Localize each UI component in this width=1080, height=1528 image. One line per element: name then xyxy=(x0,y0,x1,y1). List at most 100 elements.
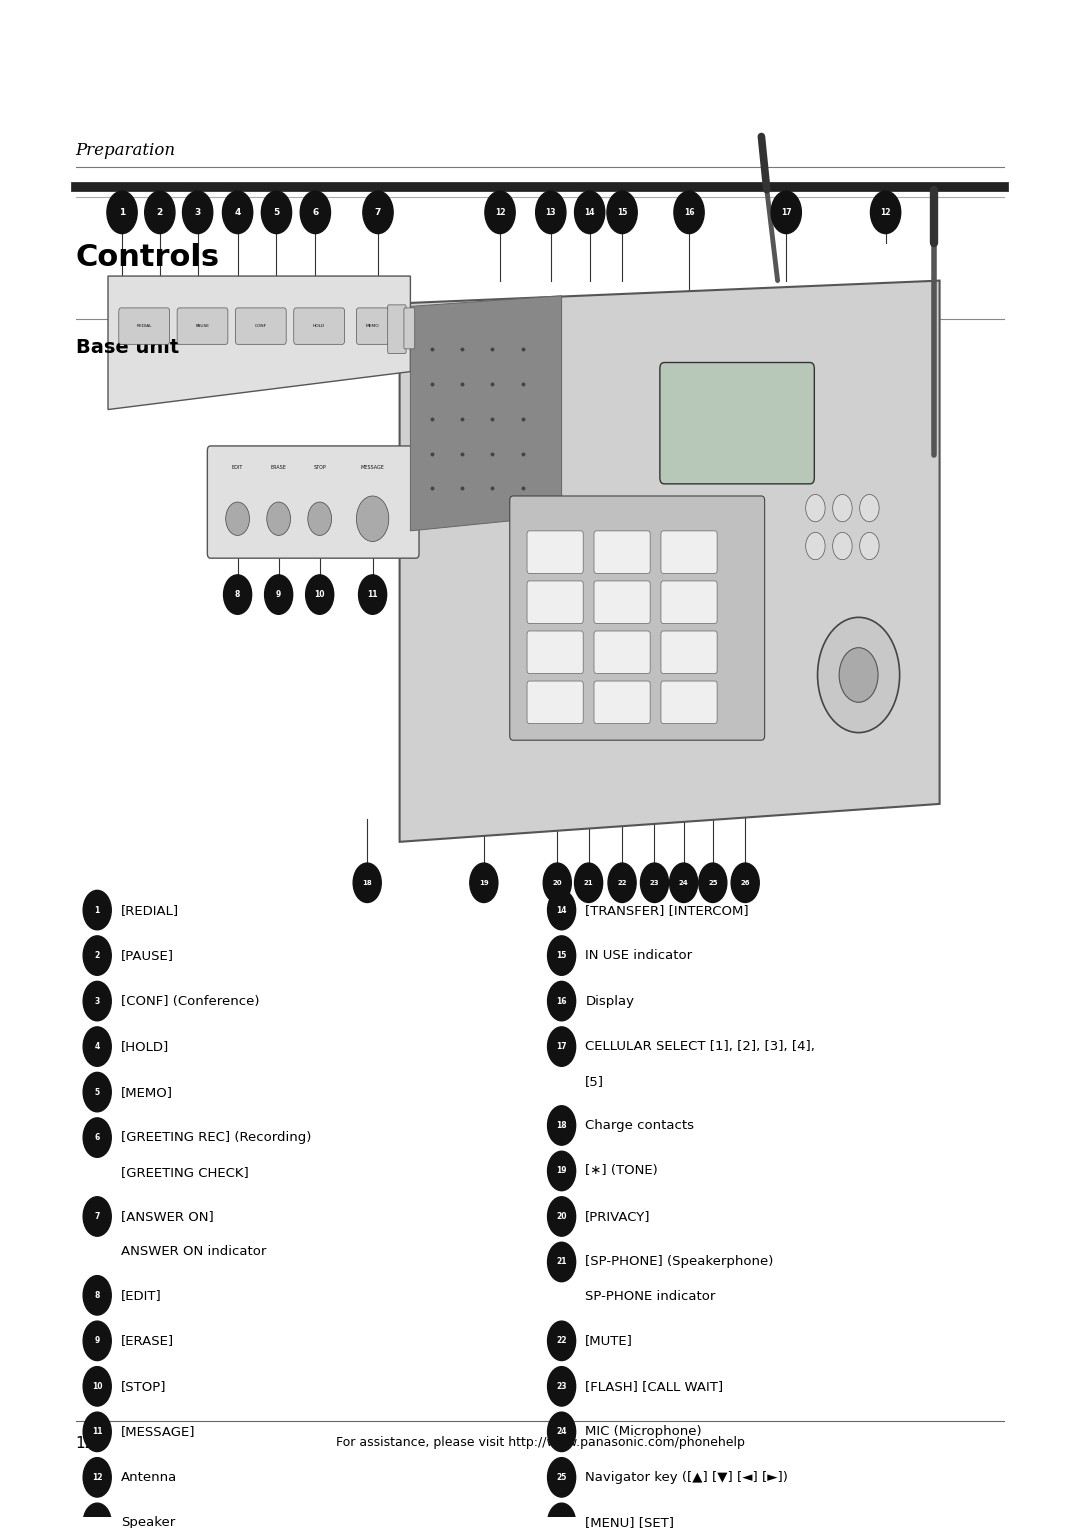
Text: 5: 5 xyxy=(273,208,280,217)
Circle shape xyxy=(83,935,111,975)
Circle shape xyxy=(306,575,334,614)
Circle shape xyxy=(145,191,175,234)
Text: 23: 23 xyxy=(650,880,659,886)
Text: [5]: [5] xyxy=(585,1076,605,1088)
FancyBboxPatch shape xyxy=(177,309,228,344)
Text: 2: 2 xyxy=(157,208,163,217)
Text: [GREETING CHECK]: [GREETING CHECK] xyxy=(121,1166,248,1180)
Text: 14: 14 xyxy=(556,906,567,915)
Text: 1: 1 xyxy=(95,906,99,915)
Circle shape xyxy=(83,891,111,931)
Circle shape xyxy=(536,191,566,234)
Text: ERASE: ERASE xyxy=(271,465,286,469)
Circle shape xyxy=(548,981,576,1021)
FancyBboxPatch shape xyxy=(356,309,389,344)
Text: 24: 24 xyxy=(678,880,689,886)
Text: 20: 20 xyxy=(553,880,562,886)
Text: 25: 25 xyxy=(556,1473,567,1482)
Text: [TRANSFER] [INTERCOM]: [TRANSFER] [INTERCOM] xyxy=(585,903,750,917)
Text: 10: 10 xyxy=(92,1381,103,1390)
Circle shape xyxy=(543,863,571,903)
Circle shape xyxy=(806,495,825,521)
Circle shape xyxy=(83,1073,111,1112)
Circle shape xyxy=(806,532,825,559)
Text: STOP: STOP xyxy=(313,465,326,469)
Text: 19: 19 xyxy=(478,880,489,886)
Text: 9: 9 xyxy=(276,590,281,599)
Circle shape xyxy=(818,617,900,732)
Text: 12: 12 xyxy=(92,1473,103,1482)
Text: [CONF] (Conference): [CONF] (Conference) xyxy=(121,995,259,1007)
Text: Charge contacts: Charge contacts xyxy=(585,1118,694,1132)
Text: [GREETING REC] (Recording): [GREETING REC] (Recording) xyxy=(121,1131,311,1144)
Text: 4: 4 xyxy=(234,208,241,217)
Circle shape xyxy=(833,495,852,521)
Text: 16: 16 xyxy=(684,208,694,217)
Text: HOLD: HOLD xyxy=(313,324,325,329)
Text: 12: 12 xyxy=(76,1436,95,1452)
Text: [FLASH] [CALL WAIT]: [FLASH] [CALL WAIT] xyxy=(585,1380,724,1394)
Circle shape xyxy=(833,532,852,559)
Text: [EDIT]: [EDIT] xyxy=(121,1288,162,1302)
Circle shape xyxy=(300,191,330,234)
Text: 4: 4 xyxy=(95,1042,99,1051)
Text: [MENU] [SET]: [MENU] [SET] xyxy=(585,1516,674,1528)
FancyBboxPatch shape xyxy=(594,530,650,573)
FancyBboxPatch shape xyxy=(594,581,650,623)
Text: 15: 15 xyxy=(617,208,627,217)
Circle shape xyxy=(83,1412,111,1452)
Text: 7: 7 xyxy=(375,208,381,217)
Text: 21: 21 xyxy=(556,1258,567,1267)
Text: 10: 10 xyxy=(314,590,325,599)
Text: 23: 23 xyxy=(556,1381,567,1390)
FancyBboxPatch shape xyxy=(527,631,583,674)
Text: 26: 26 xyxy=(741,880,750,886)
Text: 5: 5 xyxy=(95,1088,99,1097)
Text: 17: 17 xyxy=(781,208,792,217)
Circle shape xyxy=(363,191,393,234)
Circle shape xyxy=(548,1504,576,1528)
Circle shape xyxy=(548,1458,576,1497)
Circle shape xyxy=(308,503,332,535)
Text: [∗] (TONE): [∗] (TONE) xyxy=(585,1164,658,1178)
FancyBboxPatch shape xyxy=(594,681,650,724)
Text: Speaker: Speaker xyxy=(121,1516,175,1528)
Text: 26: 26 xyxy=(556,1519,567,1528)
Circle shape xyxy=(83,1366,111,1406)
Text: [PRIVACY]: [PRIVACY] xyxy=(585,1210,651,1222)
FancyBboxPatch shape xyxy=(404,309,415,348)
Text: 24: 24 xyxy=(556,1427,567,1436)
Polygon shape xyxy=(400,281,940,842)
Circle shape xyxy=(83,981,111,1021)
Text: For assistance, please visit http://www.panasonic.com/phonehelp: For assistance, please visit http://www.… xyxy=(336,1436,744,1450)
Text: Base unit: Base unit xyxy=(76,338,179,358)
Circle shape xyxy=(224,575,252,614)
Text: CONF: CONF xyxy=(255,324,267,329)
Text: 22: 22 xyxy=(618,880,626,886)
Circle shape xyxy=(261,191,292,234)
Circle shape xyxy=(548,1412,576,1452)
Text: 22: 22 xyxy=(556,1337,567,1345)
Circle shape xyxy=(83,1196,111,1236)
FancyBboxPatch shape xyxy=(527,530,583,573)
Text: REDIAL: REDIAL xyxy=(136,324,152,329)
Circle shape xyxy=(548,935,576,975)
Circle shape xyxy=(356,497,389,541)
Circle shape xyxy=(548,1106,576,1144)
FancyBboxPatch shape xyxy=(388,306,406,353)
Text: 13: 13 xyxy=(92,1519,103,1528)
Text: IN USE indicator: IN USE indicator xyxy=(585,949,692,963)
Text: 19: 19 xyxy=(556,1166,567,1175)
Circle shape xyxy=(839,648,878,703)
Text: [MUTE]: [MUTE] xyxy=(585,1334,633,1348)
Circle shape xyxy=(575,191,605,234)
Circle shape xyxy=(226,503,249,535)
Text: 7: 7 xyxy=(95,1212,99,1221)
FancyBboxPatch shape xyxy=(207,446,419,558)
Text: 12: 12 xyxy=(880,208,891,217)
Circle shape xyxy=(670,863,698,903)
Circle shape xyxy=(548,891,576,931)
Text: 8: 8 xyxy=(235,590,240,599)
Circle shape xyxy=(265,575,293,614)
Text: EDIT: EDIT xyxy=(232,465,243,469)
